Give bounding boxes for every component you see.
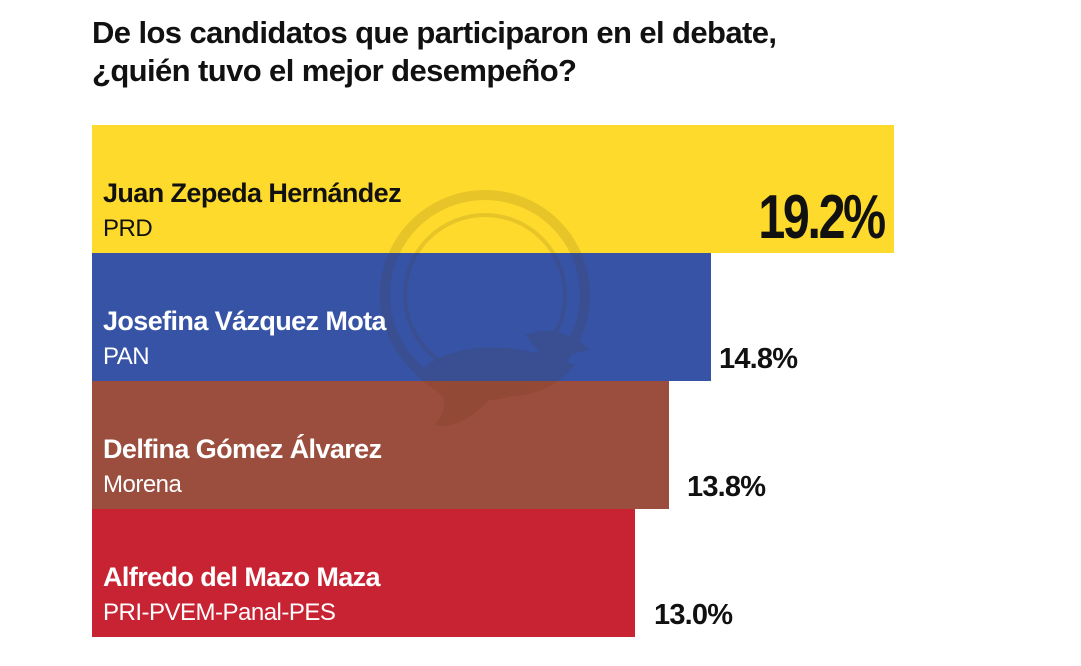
bar-row-zepeda: Juan Zepeda Hernández PRD 19.2% — [92, 125, 992, 253]
bar-row-gomez: Delfina Gómez Álvarez Morena 13.8% — [92, 381, 992, 509]
value-label: 13.0% — [654, 599, 733, 631]
bar-gomez: Delfina Gómez Álvarez Morena — [92, 381, 669, 509]
chart-title: De los candidatos que participaron en el… — [92, 14, 992, 90]
candidate-name: Juan Zepeda Hernández — [103, 178, 402, 208]
value-label: 19.2% — [758, 183, 887, 252]
chart-title-line-2: ¿quién tuvo el mejor desempeño? — [92, 53, 577, 88]
value-label: 13.8% — [687, 471, 766, 503]
candidate-name: Alfredo del Mazo Maza — [103, 562, 381, 592]
chart-title-line-1: De los candidatos que participaron en el… — [92, 15, 777, 50]
bar-chart: Juan Zepeda Hernández PRD 19.2% Josefina… — [92, 125, 992, 637]
candidate-party: PRD — [103, 215, 153, 242]
candidate-party: Morena — [103, 471, 182, 498]
bar-row-delmazo: Alfredo del Mazo Maza PRI-PVEM-Panal-PES… — [92, 509, 992, 637]
value-label: 14.8% — [719, 343, 798, 375]
bar-vazquez: Josefina Vázquez Mota PAN — [92, 253, 711, 381]
candidate-party: PAN — [103, 343, 150, 370]
bar-row-vazquez: Josefina Vázquez Mota PAN 14.8% — [92, 253, 992, 381]
candidate-name: Delfina Gómez Álvarez — [103, 434, 382, 464]
bar-zepeda: Juan Zepeda Hernández PRD 19.2% — [92, 125, 894, 253]
candidate-party: PRI-PVEM-Panal-PES — [103, 599, 336, 626]
bar-delmazo: Alfredo del Mazo Maza PRI-PVEM-Panal-PES — [92, 509, 635, 637]
candidate-name: Josefina Vázquez Mota — [103, 306, 387, 336]
